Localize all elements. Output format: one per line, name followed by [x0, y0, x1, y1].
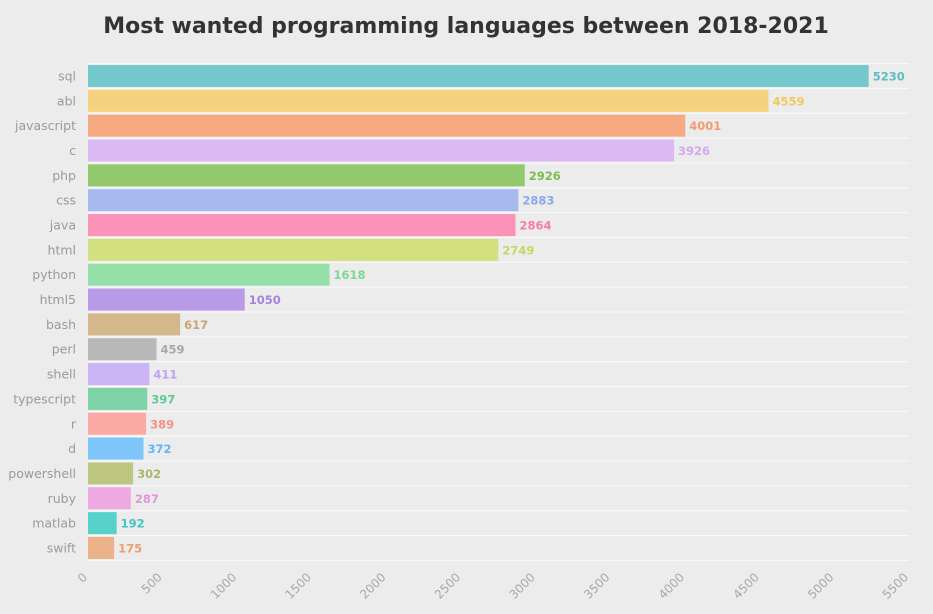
category-labels: sql abl javascript c php css java html python htm… — [8, 69, 77, 556]
x-tick-label: 3500 — [581, 570, 612, 601]
bar-ruby — [88, 487, 131, 510]
value-label: 397 — [151, 392, 175, 406]
x-tick-label: 5500 — [880, 570, 911, 601]
value-label: 5230 — [873, 70, 905, 84]
value-label: 2883 — [522, 194, 554, 208]
category-label: html — [48, 242, 76, 257]
grid-lines — [88, 63, 909, 561]
category-label: java — [49, 218, 76, 233]
value-label: 4001 — [689, 119, 721, 133]
bar-abl — [88, 89, 769, 112]
value-label: 1050 — [249, 293, 281, 307]
value-label: 287 — [135, 492, 159, 506]
category-label: matlab — [32, 516, 76, 531]
bar-powershell — [88, 462, 134, 485]
category-label: abl — [57, 93, 76, 108]
bar-html5 — [88, 288, 245, 311]
value-label: 1618 — [334, 268, 366, 282]
x-tick-label: 4000 — [656, 570, 687, 601]
category-label: sql — [58, 69, 76, 84]
x-tick-label: 500 — [139, 570, 165, 596]
bar-swift — [88, 536, 115, 559]
category-label: python — [32, 267, 76, 282]
x-tick-label: 1500 — [283, 570, 314, 601]
category-label: javascript — [14, 118, 76, 133]
bar-typescript — [88, 387, 148, 410]
value-label: 302 — [137, 467, 161, 481]
x-tick-label: 1000 — [208, 570, 239, 601]
category-label: d — [68, 441, 76, 456]
bar-matlab — [88, 512, 117, 535]
category-label: shell — [47, 367, 76, 382]
category-label: swift — [47, 540, 76, 555]
bar-perl — [88, 338, 157, 361]
value-label: 3926 — [678, 144, 710, 158]
category-label: css — [56, 193, 76, 208]
bar-sql — [88, 65, 869, 87]
bar-php — [88, 164, 525, 187]
value-label: 4559 — [773, 94, 805, 108]
category-label: r — [71, 416, 77, 431]
x-tick-label: 3000 — [506, 570, 537, 601]
value-label: 389 — [150, 417, 174, 431]
bar-java — [88, 214, 516, 237]
bar-r — [88, 412, 147, 435]
chart-title: Most wanted programming languages betwee… — [103, 14, 829, 39]
category-label: html5 — [40, 292, 76, 307]
value-label: 175 — [118, 541, 142, 555]
bar-bash — [88, 313, 181, 336]
x-tick-label: 4500 — [730, 570, 761, 601]
bar-css — [88, 189, 519, 212]
x-axis-ticks: 0 500 1000 1500 2000 2500 3000 3500 4000 4500 5000… — [75, 570, 911, 601]
category-label: powershell — [8, 466, 76, 481]
bar-d — [88, 437, 144, 460]
bar-html — [88, 238, 499, 261]
category-label: ruby — [48, 491, 77, 506]
value-label: 2749 — [502, 243, 534, 257]
x-tick-label: 2500 — [432, 570, 463, 601]
category-label: bash — [46, 317, 76, 332]
value-label: 372 — [148, 442, 172, 456]
bar-shell — [88, 363, 150, 386]
bars — [88, 65, 869, 559]
bar-javascript — [88, 114, 686, 137]
value-label: 2926 — [529, 169, 561, 183]
category-label: typescript — [13, 391, 76, 406]
bar-c — [88, 139, 675, 162]
x-tick-label: 0 — [75, 570, 90, 585]
value-label: 617 — [184, 318, 208, 332]
category-label: c — [69, 143, 76, 158]
value-labels: 5230 4559 4001 3926 2926 2883 2864 2749 1618 1050… — [118, 70, 905, 556]
category-label: php — [52, 168, 76, 183]
bar-python — [88, 263, 330, 286]
x-tick-label: 2000 — [357, 570, 388, 601]
x-tick-label: 5000 — [805, 570, 836, 601]
category-label: perl — [52, 342, 76, 357]
value-label: 459 — [161, 343, 185, 357]
value-label: 192 — [121, 517, 145, 531]
value-label: 2864 — [520, 219, 552, 233]
value-label: 411 — [153, 368, 177, 382]
